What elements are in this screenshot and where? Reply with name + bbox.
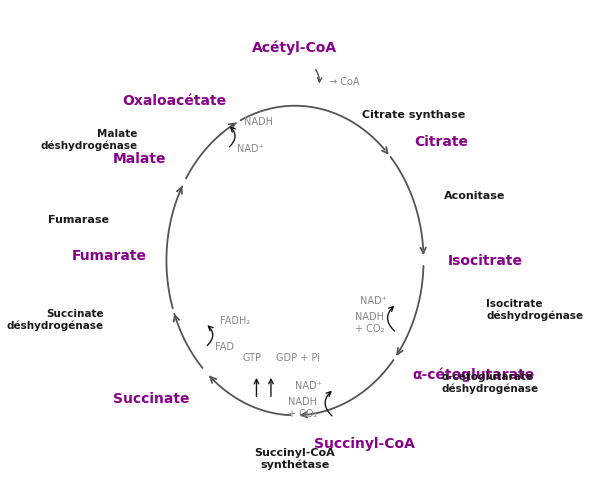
Text: Aconitase: Aconitase xyxy=(444,190,505,201)
Text: Acétyl-CoA: Acétyl-CoA xyxy=(253,40,337,55)
Text: Fumarase: Fumarase xyxy=(48,215,109,224)
Text: Malate
déshydrogénase: Malate déshydrogénase xyxy=(41,128,138,151)
Text: Isocitrate
déshydrogénase: Isocitrate déshydrogénase xyxy=(486,299,584,321)
Text: α-cétoglutarate
déshydrogénase: α-cétoglutarate déshydrogénase xyxy=(442,371,539,394)
Text: FAD: FAD xyxy=(215,342,234,352)
Text: Fumarate: Fumarate xyxy=(72,248,147,263)
Text: GDP + Pi: GDP + Pi xyxy=(276,353,320,363)
Text: α-cétoglutarate: α-cétoglutarate xyxy=(413,367,535,382)
Text: Succinyl-CoA: Succinyl-CoA xyxy=(314,437,415,451)
Text: Citrate synthase: Citrate synthase xyxy=(362,110,466,121)
Text: NAD⁺: NAD⁺ xyxy=(295,381,322,391)
Text: NADH
+ CO₂: NADH + CO₂ xyxy=(288,397,317,419)
Text: Succinate
déshydrogénase: Succinate déshydrogénase xyxy=(6,309,104,331)
Text: FADH₂: FADH₂ xyxy=(219,316,250,326)
Text: NAD⁺: NAD⁺ xyxy=(360,296,387,307)
Text: NAD⁺: NAD⁺ xyxy=(237,144,264,154)
Text: Malate: Malate xyxy=(113,152,167,166)
Text: NADH
+ CO₂: NADH + CO₂ xyxy=(355,312,385,334)
Text: Succinyl-CoA
synthétase: Succinyl-CoA synthétase xyxy=(255,448,335,470)
Text: GTP: GTP xyxy=(242,353,261,363)
Text: NADH: NADH xyxy=(244,117,273,127)
Text: → CoA: → CoA xyxy=(329,77,359,87)
Text: Isocitrate: Isocitrate xyxy=(448,253,523,268)
Text: Succinate: Succinate xyxy=(113,392,189,406)
Text: Citrate: Citrate xyxy=(415,135,468,150)
Text: Oxaloacétate: Oxaloacétate xyxy=(122,94,226,108)
